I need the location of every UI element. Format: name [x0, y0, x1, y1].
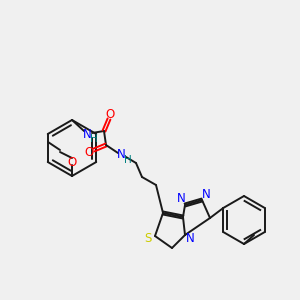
Text: O: O — [105, 107, 115, 121]
Text: O: O — [84, 146, 94, 158]
Text: S: S — [144, 232, 152, 244]
Text: H: H — [124, 155, 132, 165]
Text: N: N — [82, 128, 91, 140]
Text: H: H — [90, 134, 98, 144]
Text: N: N — [177, 193, 185, 206]
Text: O: O — [68, 155, 76, 169]
Text: N: N — [202, 188, 210, 200]
Text: N: N — [117, 148, 125, 161]
Text: N: N — [186, 232, 194, 245]
